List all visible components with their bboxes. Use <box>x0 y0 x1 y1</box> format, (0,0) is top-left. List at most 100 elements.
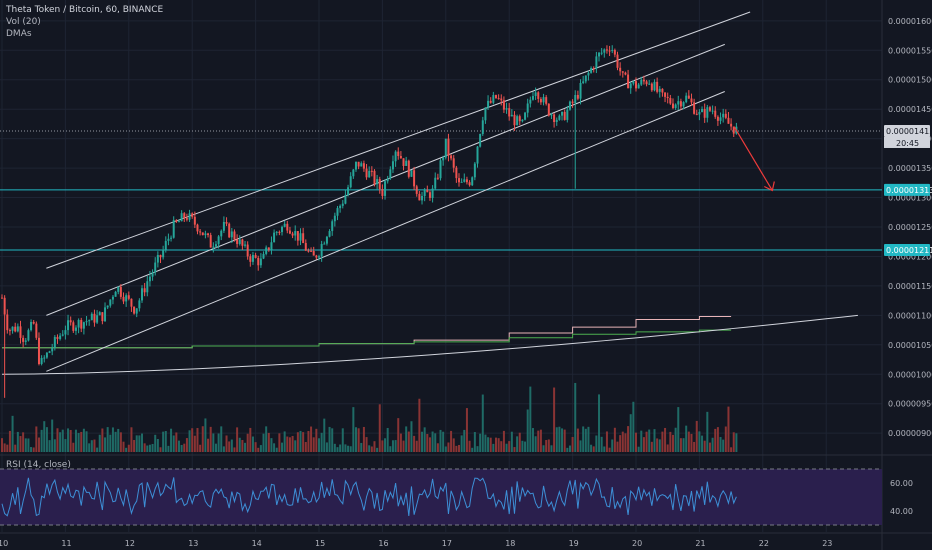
candle-body <box>162 249 165 258</box>
candle-body <box>328 231 331 237</box>
volume-bar <box>101 428 104 452</box>
candle-body <box>296 231 299 241</box>
candle-body <box>500 98 503 101</box>
volume-bar <box>479 433 482 452</box>
candle-body <box>246 244 249 257</box>
volume-bar <box>362 426 365 452</box>
candle-body <box>333 215 336 222</box>
vol-legend[interactable]: Vol (20) <box>6 17 41 27</box>
volume-bar <box>370 446 373 452</box>
volume-bar <box>302 432 305 452</box>
candle-body <box>111 296 114 300</box>
volume-bar <box>648 429 651 452</box>
price-tick-label: 0.00001450 <box>888 105 932 114</box>
candle-body <box>653 81 656 91</box>
candle-body <box>331 221 334 232</box>
price-tick-label: 0.00001150 <box>888 282 932 291</box>
volume-bar <box>183 443 186 452</box>
volume-bar <box>244 442 247 452</box>
volume-bar <box>254 442 257 452</box>
candle-body <box>542 97 545 103</box>
volume-bar <box>333 443 336 452</box>
volume-bar <box>595 435 598 452</box>
candle-body <box>325 236 328 244</box>
candle-body <box>27 330 30 341</box>
volume-bar <box>119 432 122 452</box>
candle-body <box>24 340 27 342</box>
candle-body <box>286 223 289 231</box>
volume-bar <box>339 444 342 452</box>
volume-bar <box>436 443 439 452</box>
candle-body <box>154 262 157 273</box>
candle-body <box>439 160 442 179</box>
volume-bar <box>265 426 268 452</box>
volume-bar <box>642 437 645 452</box>
candle-body <box>96 315 99 323</box>
trend-channel <box>46 11 751 372</box>
price-tick-label: 0.00000900 <box>888 429 932 438</box>
candle-body <box>465 179 468 183</box>
candle-body <box>679 101 682 107</box>
candle-body <box>458 178 461 183</box>
channel-line <box>46 11 751 269</box>
candle-body <box>444 138 447 158</box>
time-tick-label: 15 <box>315 539 325 548</box>
candle-body <box>151 272 154 277</box>
volume-bar <box>613 427 616 452</box>
volume-bar <box>106 427 109 452</box>
candle-body <box>318 256 320 258</box>
candle-body <box>397 151 400 157</box>
candle-body <box>32 321 35 324</box>
volume-bar <box>196 428 199 452</box>
candle-body <box>489 100 492 103</box>
candle-body <box>545 97 548 104</box>
level-badge <box>884 183 930 196</box>
candle-body <box>352 169 355 177</box>
candle-body <box>228 223 231 238</box>
volume-bar <box>233 447 236 452</box>
volume-bar <box>487 437 490 452</box>
candle-body <box>518 116 521 122</box>
candle-body <box>40 357 43 364</box>
symbol-title[interactable]: Theta Token / Bitcoin, 60, BINANCE <box>5 5 163 15</box>
volume-bar <box>389 446 392 452</box>
candle-body <box>650 83 653 91</box>
volume-bar <box>246 433 249 452</box>
time-tick-label: 16 <box>378 539 388 548</box>
rsi-legend[interactable]: RSI (14, close) <box>6 460 71 470</box>
volume-bar <box>529 386 532 452</box>
candle-body <box>555 119 558 123</box>
candle-body <box>22 337 25 342</box>
candle-body <box>291 233 294 236</box>
candle-body <box>399 156 402 159</box>
volume-bar <box>328 426 331 452</box>
volume-bar <box>574 382 577 452</box>
candle-body <box>6 314 9 331</box>
volume-bar <box>315 428 318 452</box>
candle-body <box>101 312 104 322</box>
volume-bar <box>563 429 566 452</box>
candle-body <box>249 256 252 262</box>
candle-body <box>172 220 175 238</box>
level-badge-text: 0.00001313 <box>886 186 932 195</box>
volume-bar <box>291 435 294 452</box>
volume-bar <box>278 433 281 452</box>
candle-body <box>222 221 225 231</box>
volume-bar <box>566 447 569 452</box>
price-tick-label: 0.00001600 <box>888 17 932 26</box>
volume-bar <box>481 394 484 452</box>
candle-body <box>658 88 661 92</box>
volume-bar <box>167 445 170 452</box>
volume-bar <box>671 434 674 452</box>
volume-bar <box>674 427 677 452</box>
candle-body <box>669 98 672 104</box>
volume-bar <box>8 430 11 452</box>
rsi-line <box>1 477 737 517</box>
candle-body <box>339 205 342 209</box>
candle-body <box>608 50 611 52</box>
rsi-band <box>0 469 882 525</box>
dmas-legend[interactable]: DMAs <box>6 29 32 39</box>
volume-bar <box>344 444 347 452</box>
